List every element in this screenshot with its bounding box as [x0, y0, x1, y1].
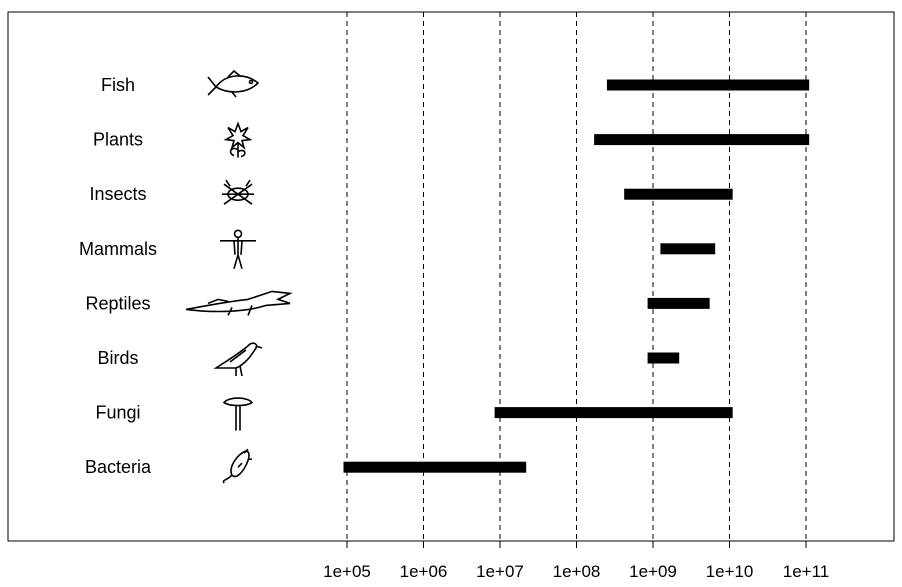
range-bar-mammals	[660, 243, 716, 255]
range-bars	[343, 79, 810, 473]
x-tick-label: 1e+10	[706, 562, 754, 581]
crocodile-icon	[185, 290, 293, 316]
range-bar-fish	[606, 79, 810, 91]
x-tick-label: 1e+11	[783, 562, 829, 581]
plot-frame	[7, 11, 895, 542]
x-tick-label: 1e+09	[629, 562, 677, 581]
x-tick-label: 1e+06	[400, 562, 448, 581]
category-label: Mammals	[79, 239, 157, 259]
insect-icon	[222, 179, 254, 205]
range-bar-fungi	[494, 407, 733, 419]
human-icon	[220, 229, 256, 270]
range-bar-bacteria	[343, 461, 527, 473]
fish-icon	[207, 69, 260, 98]
x-tick-labels: 1e+05 1e+06 1e+07 1e+08 1e+09 1e+10 1e+11	[323, 562, 829, 581]
category-label: Birds	[97, 348, 138, 368]
category-icons	[185, 69, 293, 484]
category-label: Reptiles	[85, 293, 150, 313]
range-bar-reptiles	[647, 297, 710, 309]
category-label: Fungi	[95, 403, 140, 423]
grid-lines	[346, 12, 807, 548]
bird-icon	[213, 342, 263, 377]
x-tick-label: 1e+07	[476, 562, 524, 581]
range-bar-birds	[647, 352, 680, 364]
x-tick-label: 1e+08	[553, 562, 601, 581]
x-tick-label: 1e+05	[323, 562, 371, 581]
category-label: Fish	[101, 75, 135, 95]
category-label: Plants	[93, 130, 143, 150]
mushroom-icon	[222, 397, 254, 431]
category-labels: Fish Plants Insects Mammals Reptiles Birds Fun…	[79, 75, 157, 477]
category-label: Insects	[89, 184, 146, 204]
plant-icon	[223, 121, 253, 158]
bacterium-icon	[222, 448, 252, 484]
category-label: Bacteria	[85, 457, 152, 477]
range-bar-insects	[624, 188, 733, 200]
range-bar-plants	[594, 134, 810, 146]
